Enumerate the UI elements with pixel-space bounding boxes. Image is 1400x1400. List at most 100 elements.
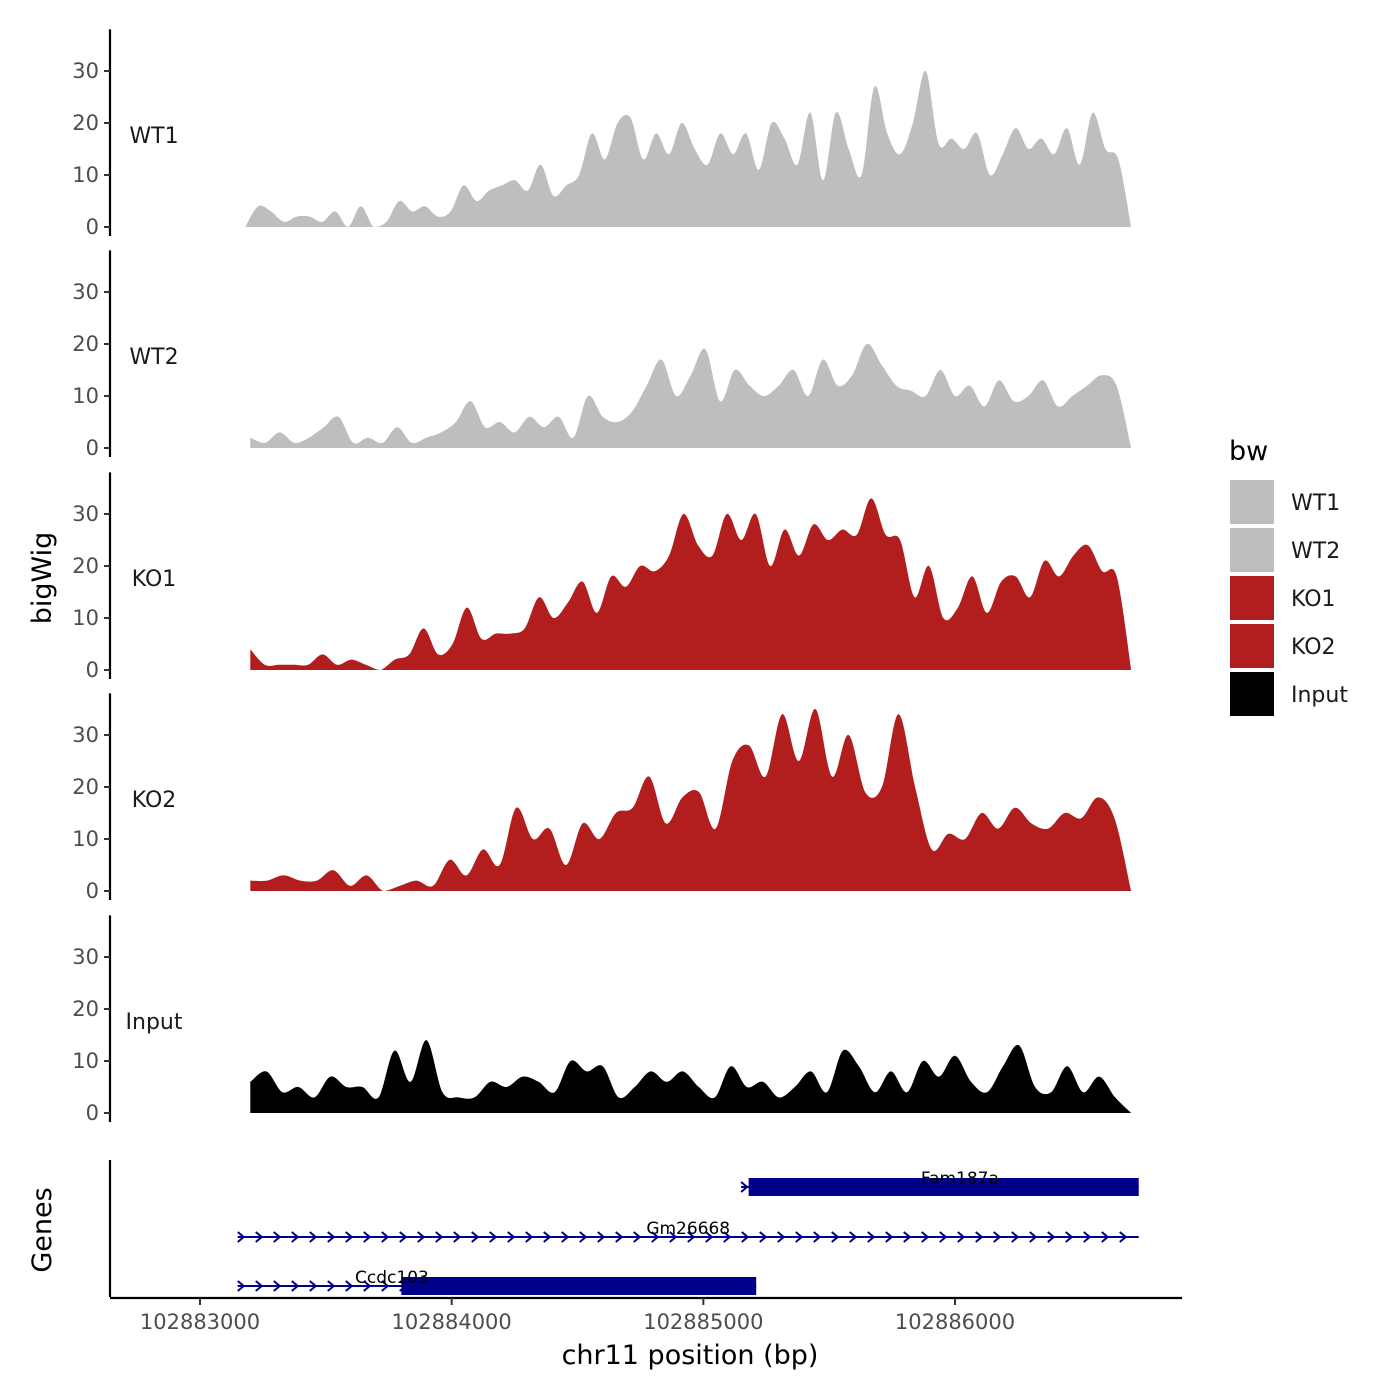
legend-label-wt2: WT2	[1291, 539, 1340, 564]
legend-label-input: Input	[1291, 683, 1348, 708]
strand-chevron	[327, 1231, 336, 1243]
strand-chevron	[921, 1231, 930, 1243]
strand-chevron	[291, 1280, 300, 1292]
legend: bw WT1 WT2 KO1 KO2 Input	[1229, 436, 1348, 716]
x-tick-label: 102883000	[140, 1310, 260, 1334]
strand-chevron	[723, 1231, 732, 1243]
legend-title: bw	[1229, 436, 1268, 467]
y-tick-label: 30	[72, 723, 99, 747]
legend-label-ko1: KO1	[1291, 587, 1336, 612]
strand-chevron	[651, 1231, 660, 1243]
gene-gm26668: Gm26668	[237, 1219, 1139, 1243]
strand-chevron	[741, 1231, 750, 1243]
strand-chevron	[993, 1231, 1002, 1243]
track-input: 0 10 20 30 Input	[72, 915, 1132, 1125]
y-tick-label: 0	[86, 658, 99, 682]
legend-swatch-ko2	[1230, 624, 1274, 668]
track-wt1: 0 10 20 30 WT1	[72, 29, 1132, 239]
strand-chevron	[381, 1280, 390, 1292]
strand-chevron	[849, 1231, 858, 1243]
legend-label-ko2: KO2	[1291, 635, 1336, 660]
x-axis: 102883000 102884000 102885000 102886000	[110, 1296, 1182, 1334]
x-tick-label: 102885000	[643, 1310, 763, 1334]
strand-chevron	[309, 1231, 318, 1243]
strand-chevron	[255, 1231, 264, 1243]
strand-chevron	[813, 1231, 822, 1243]
y-axis-title: bigWig	[27, 532, 58, 625]
x-tick-label: 102884000	[392, 1310, 512, 1334]
strand-chevron	[309, 1280, 318, 1292]
y-tick-label: 10	[72, 384, 99, 408]
gene-label: Gm26668	[646, 1219, 730, 1239]
strand-chevron	[1047, 1231, 1056, 1243]
strand-chevron	[759, 1231, 768, 1243]
legend-swatch-input	[1230, 672, 1274, 716]
genes-axis-title: Genes	[27, 1187, 58, 1272]
strand-chevron	[345, 1231, 354, 1243]
strand-chevron	[471, 1231, 480, 1243]
track-label: Input	[126, 1010, 183, 1035]
y-tick-label: 30	[72, 59, 99, 83]
strand-chevron	[975, 1231, 984, 1243]
y-tick-label: 20	[72, 332, 99, 356]
y-tick-label: 0	[86, 215, 99, 239]
x-axis-title: chr11 position (bp)	[562, 1340, 819, 1371]
strand-chevron	[255, 1280, 264, 1292]
strand-chevron	[507, 1231, 516, 1243]
strand-chevron	[777, 1231, 786, 1243]
strand-chevron	[363, 1280, 372, 1292]
y-tick-label: 10	[72, 1049, 99, 1073]
y-tick-label: 10	[72, 606, 99, 630]
strand-chevron	[561, 1231, 570, 1243]
area-wt1	[245, 70, 1132, 227]
strand-chevron	[903, 1231, 912, 1243]
strand-chevron	[273, 1280, 282, 1292]
track-label: KO2	[132, 788, 177, 813]
legend-swatch-wt1	[1230, 480, 1274, 524]
strand-chevron	[399, 1231, 408, 1243]
strand-chevron	[327, 1280, 336, 1292]
strand-chevron	[1029, 1231, 1038, 1243]
x-tick-label: 102886000	[895, 1310, 1015, 1334]
legend-label-wt1: WT1	[1291, 491, 1340, 516]
strand-chevron	[633, 1231, 642, 1243]
y-tick-label: 30	[72, 502, 99, 526]
track-panels: 0 10 20 30 WT1 0 10 20 30 WT2 0 10 20 30 KO1 0 10 20 30 KO2…	[72, 29, 1132, 1125]
y-tick-label: 0	[86, 1101, 99, 1125]
strand-chevron	[687, 1231, 696, 1243]
strand-chevron	[1011, 1231, 1020, 1243]
strand-chevron	[1065, 1231, 1074, 1243]
y-tick-label: 0	[86, 436, 99, 460]
area-ko2	[250, 708, 1132, 891]
strand-chevron	[615, 1231, 624, 1243]
track-ko1: 0 10 20 30 KO1	[72, 472, 1132, 682]
gene-exon	[401, 1277, 757, 1295]
strand-chevron	[435, 1231, 444, 1243]
y-tick-label: 20	[72, 554, 99, 578]
y-tick-label: 10	[72, 163, 99, 187]
strand-chevron	[795, 1231, 804, 1243]
area-ko1	[250, 498, 1132, 670]
strand-chevron	[345, 1280, 354, 1292]
strand-chevron	[1101, 1231, 1110, 1243]
strand-chevron	[543, 1231, 552, 1243]
y-tick-label: 0	[86, 879, 99, 903]
track-label: KO1	[132, 567, 177, 592]
y-tick-label: 20	[72, 997, 99, 1021]
strand-chevron	[237, 1280, 246, 1292]
y-tick-label: 10	[72, 827, 99, 851]
y-tick-label: 20	[72, 111, 99, 135]
strand-chevron	[831, 1231, 840, 1243]
legend-swatch-ko1	[1230, 576, 1274, 620]
genes-panel: Fam187a Gm26668 Ccdc103	[108, 1160, 1139, 1297]
y-tick-label: 30	[72, 280, 99, 304]
gene-fam187a: Fam187a	[740, 1169, 1139, 1196]
strand-chevron	[669, 1231, 678, 1243]
strand-chevron	[705, 1231, 714, 1243]
area-wt2	[250, 343, 1132, 448]
strand-chevron	[867, 1231, 876, 1243]
y-tick-label: 20	[72, 775, 99, 799]
strand-chevron	[957, 1231, 966, 1243]
strand-chevron	[417, 1231, 426, 1243]
